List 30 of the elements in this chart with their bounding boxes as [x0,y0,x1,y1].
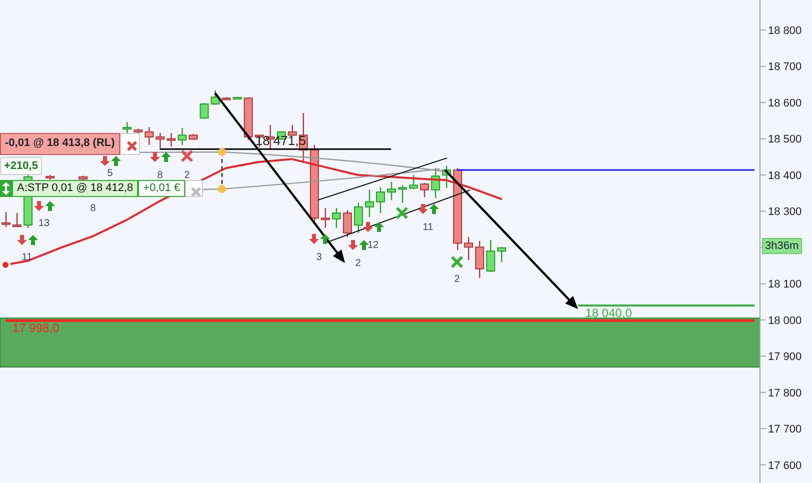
y-tick-label: 17 600 [768,460,802,472]
y-tick-label: 18 600 [768,97,802,110]
ref-line-label: 17 998,0 [12,321,60,336]
y-tick-label: 18 700 [768,61,802,74]
annotation: 5 [107,168,113,179]
annotation: 12 [367,240,379,251]
y-tick-label: 17 900 [768,351,802,364]
annotation: +0,01 € [138,180,186,197]
annotation: 11 [22,252,32,263]
y-tick-label: 18 400 [768,170,802,182]
annotation: 11 [422,222,434,233]
annotation: 8 [157,170,163,181]
annotation: 3 [316,252,322,263]
annotation: +210,5 [0,157,42,175]
annotation: 2 [355,258,361,269]
y-tick-label: 18 100 [768,278,802,291]
y-tick-label: 18 500 [768,134,802,146]
annotation: 2 [454,274,460,285]
annotation: 2 [184,170,190,181]
y-tick-label: 17 700 [768,424,802,436]
y-tick-label: 17 800 [768,387,802,400]
annotation: 8 [90,203,96,214]
y-tick-label: 18 300 [768,206,802,218]
ref-line-label: 18 040,0 [585,306,632,320]
y-tick-label: 18 000 [768,314,802,327]
y-tick-label: 18 800 [768,24,802,37]
annotation: A:STP 0,01 @ 18 412,8 [12,180,138,197]
annotation: 13 [38,218,50,229]
text: 3h36m [762,238,802,254]
annotation: -0,01 @ 18 413,8 (RL) [0,133,120,155]
